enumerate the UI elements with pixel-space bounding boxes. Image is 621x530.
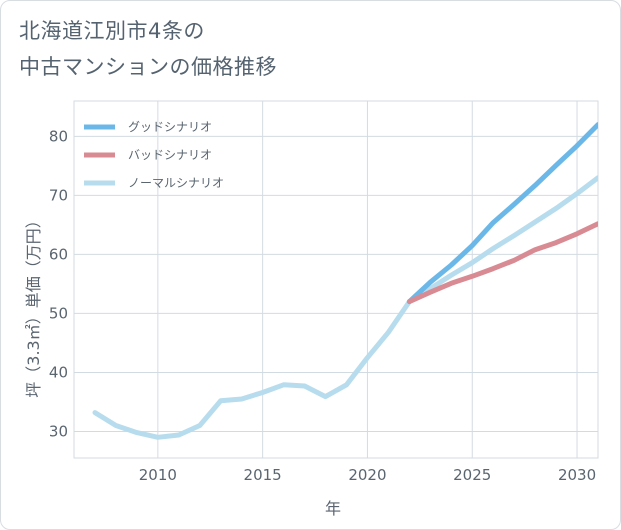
- legend-label-normal: ノーマルシナリオ: [128, 176, 224, 190]
- chart-title: 北海道江別市4条の 中古マンションの価格推移: [19, 13, 579, 85]
- x-tick-label: 2025: [453, 466, 491, 484]
- y-tick-label: 30: [49, 422, 68, 440]
- chart-title-line2: 中古マンションの価格推移: [19, 55, 277, 79]
- y-tick-label: 60: [49, 245, 68, 263]
- chart-title-line1: 北海道江別市4条の: [19, 19, 205, 43]
- x-tick-label: 2015: [244, 466, 282, 484]
- series-line-bad: [406, 221, 598, 305]
- y-tick-label: 80: [49, 127, 68, 145]
- series-line-normal: [92, 175, 598, 440]
- x-axis-label: 年: [325, 499, 341, 518]
- x-tick-label: 2030: [558, 466, 596, 484]
- plot-area-frame: [73, 100, 599, 459]
- legend-label-good: グッドシナリオ: [128, 120, 212, 134]
- x-tick-label: 2010: [139, 466, 177, 484]
- x-tick-label: 2020: [348, 466, 386, 484]
- series-lines: [92, 122, 598, 440]
- axis-ticks: 2010 2015 2020 2025 2030 30 40 50 60 70 80: [49, 127, 596, 484]
- grid: [73, 100, 599, 459]
- y-tick-label: 70: [49, 186, 68, 204]
- legend-label-bad: バッドシナリオ: [128, 148, 212, 162]
- y-axis-label: 坪（3.3㎡）単価（万円）: [24, 212, 43, 397]
- series-line-good: [406, 122, 598, 305]
- y-tick-label: 50: [49, 304, 68, 322]
- y-tick-label: 40: [49, 363, 68, 381]
